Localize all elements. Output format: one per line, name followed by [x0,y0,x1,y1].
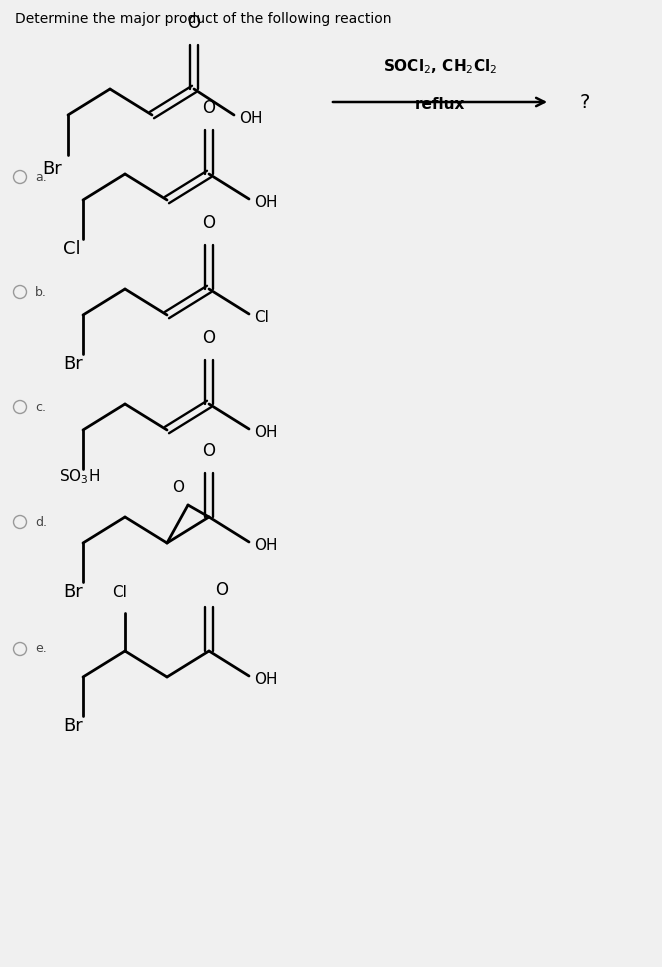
Text: Br: Br [63,355,83,373]
Text: Determine the major product of the following reaction: Determine the major product of the follo… [15,12,391,26]
Text: d.: d. [35,515,47,529]
Text: reflux: reflux [415,97,465,112]
Text: Cl: Cl [63,240,81,258]
Text: O: O [203,329,216,347]
Text: Cl: Cl [113,585,128,600]
Text: OH: OH [254,538,277,552]
Text: O: O [216,581,228,599]
Text: O: O [203,442,216,460]
Text: c.: c. [35,400,46,414]
Text: ?: ? [580,93,591,111]
Text: a.: a. [35,170,47,184]
Text: SOCl$_2$, CH$_2$Cl$_2$: SOCl$_2$, CH$_2$Cl$_2$ [383,58,497,76]
Text: Br: Br [63,583,83,601]
Text: OH: OH [239,110,263,126]
Text: Br: Br [63,717,83,735]
Text: Cl: Cl [254,309,269,325]
Text: O: O [203,214,216,232]
Text: Br: Br [42,160,62,178]
Text: b.: b. [35,285,47,299]
Text: OH: OH [254,194,277,210]
Text: O: O [203,99,216,117]
Text: OH: OH [254,425,277,439]
Text: SO$_3$H: SO$_3$H [59,468,100,486]
Text: OH: OH [254,671,277,687]
Text: O: O [172,480,184,495]
Text: O: O [187,14,201,32]
Text: e.: e. [35,642,47,656]
